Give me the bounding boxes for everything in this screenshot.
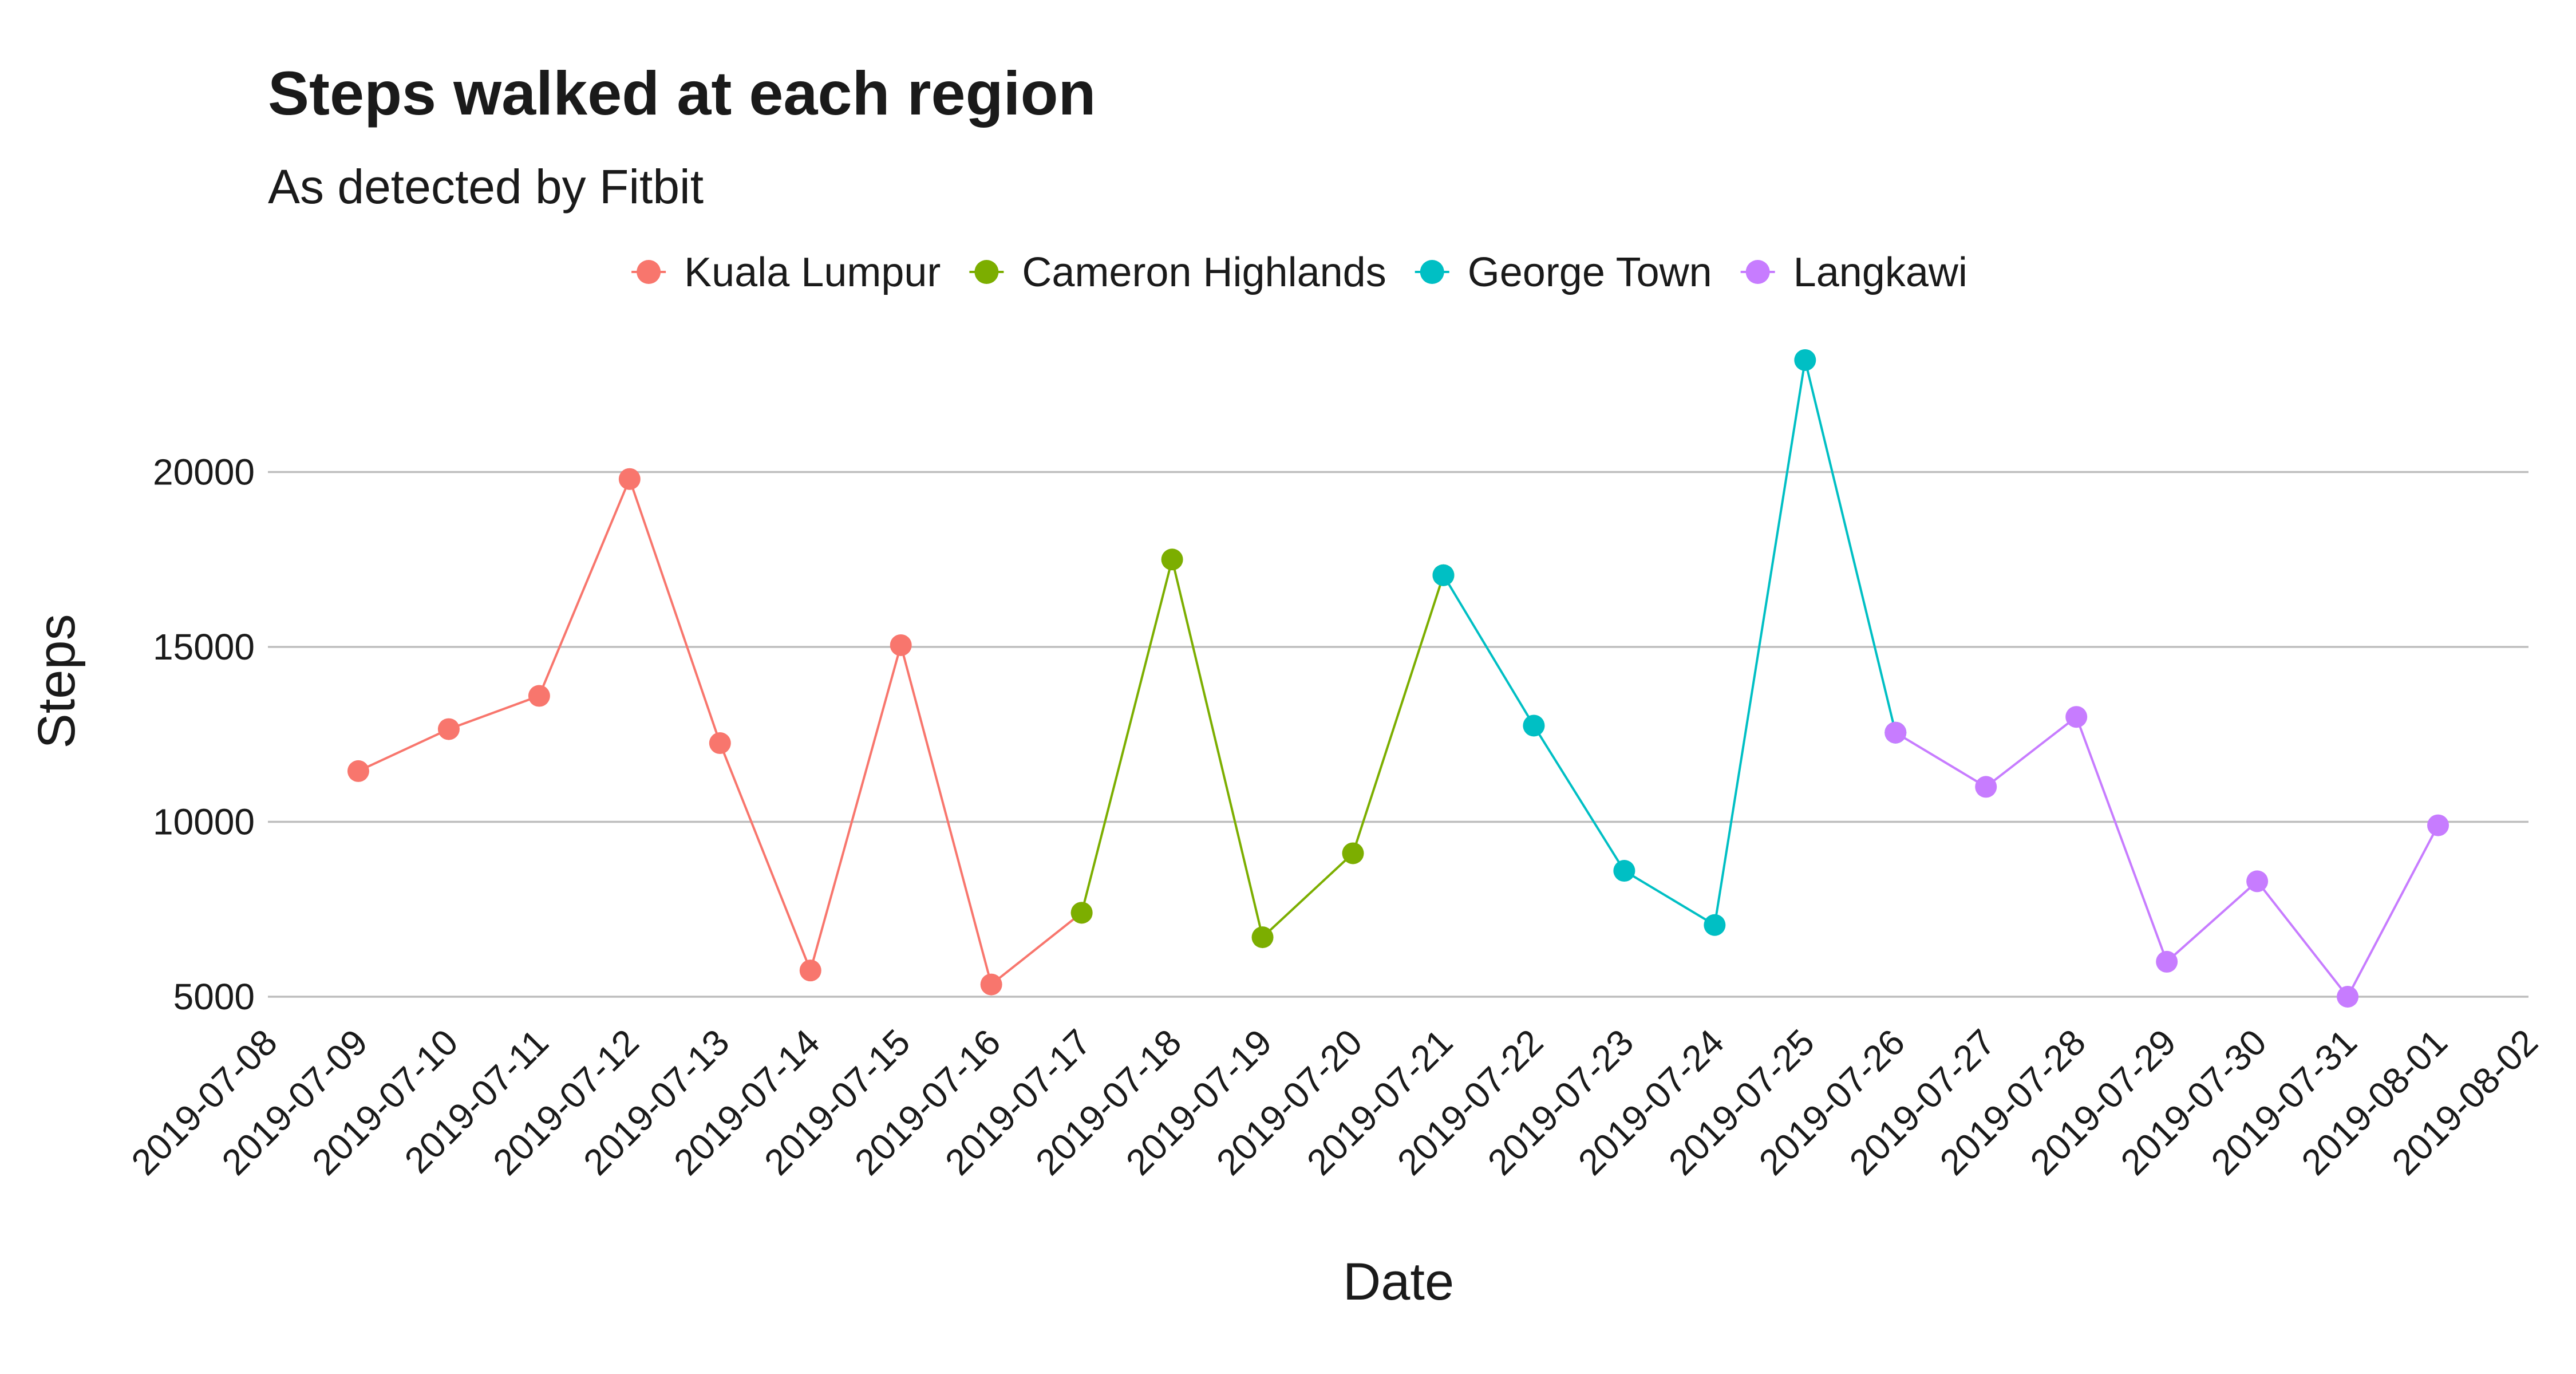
grid [268, 471, 2528, 998]
data-point-george-town [1794, 349, 1816, 371]
chart-title: Steps walked at each region [268, 58, 1096, 128]
series-lines [358, 360, 2439, 999]
data-point-cameron-highlands [1070, 902, 1093, 924]
data-point-kuala-lumpur [618, 468, 641, 490]
data-point-kuala-lumpur [709, 732, 731, 755]
series-line-george-town [1442, 360, 1897, 927]
data-point-george-town [1432, 564, 1455, 586]
data-point-kuala-lumpur [980, 973, 1002, 996]
x-axis-title: Date [1343, 1253, 1454, 1311]
data-point-langkawi [2246, 870, 2269, 893]
legend-item-george-town: George Town [1415, 250, 1712, 295]
legend-item-kuala-lumpur: Kuala Lumpur [631, 250, 941, 295]
data-point-george-town [1523, 714, 1545, 737]
series-points [347, 349, 2449, 1008]
data-point-langkawi [2156, 950, 2178, 973]
data-point-kuala-lumpur [799, 960, 821, 982]
data-point-langkawi [2427, 814, 2449, 836]
legend-item-cameron-highlands: Cameron Highlands [969, 250, 1386, 295]
legend-label: Cameron Highlands [1022, 250, 1386, 295]
data-point-cameron-highlands [1251, 926, 1274, 949]
legend-key-point [1745, 260, 1770, 284]
legend-key-point [637, 260, 661, 284]
data-point-kuala-lumpur [437, 718, 460, 740]
data-point-kuala-lumpur [528, 685, 550, 707]
data-point-kuala-lumpur [347, 760, 369, 782]
y-tick-label: 20000 [153, 452, 255, 493]
y-axis-ticks: 5000 10000 15000 20000 [153, 452, 255, 1018]
y-tick-label: 15000 [153, 626, 255, 668]
data-point-george-town [1613, 860, 1635, 882]
data-point-langkawi [1975, 776, 1997, 798]
y-tick-label: 5000 [173, 976, 255, 1017]
data-point-cameron-highlands [1161, 548, 1183, 571]
y-axis-title: Steps [27, 614, 86, 748]
legend-key-point [1420, 260, 1444, 284]
data-point-george-town [1704, 914, 1726, 936]
data-point-langkawi [2065, 706, 2088, 728]
series-line-kuala-lumpur [358, 476, 1082, 987]
data-point-langkawi [2337, 986, 2359, 1008]
legend-label: Kuala Lumpur [684, 250, 941, 295]
data-point-langkawi [1884, 721, 1907, 744]
data-point-cameron-highlands [1342, 842, 1364, 864]
legend: Kuala Lumpur Cameron Highlands George Town… [631, 250, 1967, 295]
legend-label: George Town [1468, 250, 1712, 295]
x-axis-ticks: 2019-07-082019-07-092019-07-102019-07-11… [123, 1021, 2545, 1183]
legend-label: Langkawi [1793, 250, 1967, 295]
series-line-cameron-highlands [1080, 559, 1445, 939]
data-point-kuala-lumpur [890, 634, 912, 656]
y-tick-label: 10000 [153, 802, 255, 843]
legend-item-langkawi: Langkawi [1740, 250, 1967, 295]
legend-key-point [974, 260, 999, 284]
chart-subtitle: As detected by Fitbit [268, 160, 704, 214]
